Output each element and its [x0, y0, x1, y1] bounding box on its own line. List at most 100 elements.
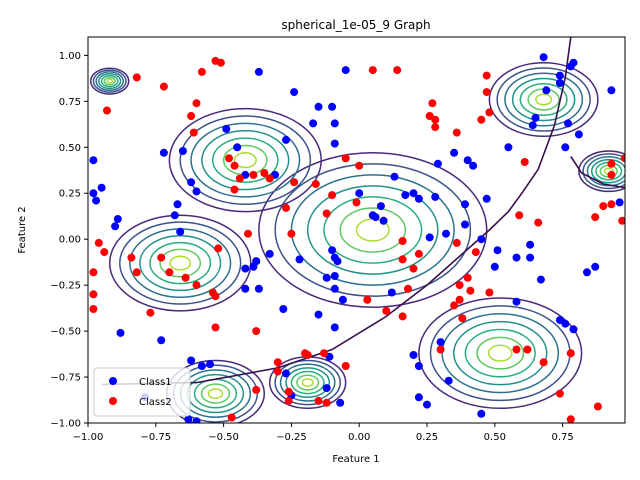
contour-ring: [212, 137, 279, 183]
contour-ring: [452, 320, 548, 386]
y-tick-label: 0.00: [59, 235, 81, 246]
y-axis-ticks: −1.00 −0.75 −0.50 −0.25 0.00 0.25 0.50 0.75 1.00: [50, 51, 88, 430]
point-class1: [314, 310, 323, 319]
point-class2: [341, 362, 350, 370]
point-class1: [116, 328, 125, 337]
point-class2: [607, 200, 616, 209]
point-class2: [566, 349, 575, 358]
point-class1: [157, 336, 166, 345]
point-class2: [520, 158, 529, 166]
point-class1: [379, 216, 388, 225]
decision-boundary-line: [101, 37, 572, 386]
point-class1: [241, 284, 250, 293]
plot-area: [89, 37, 625, 423]
point-class2: [431, 123, 440, 132]
point-class1: [414, 393, 423, 402]
point-class1: [561, 319, 570, 328]
y-tick-label: 1.00: [59, 51, 81, 62]
point-class1: [187, 356, 196, 365]
contour-ring: [290, 370, 325, 395]
point-class1: [615, 198, 624, 207]
point-class2: [282, 203, 290, 212]
point-class1: [89, 189, 98, 198]
legend-box: [93, 367, 191, 417]
point-class1: [252, 257, 261, 266]
point-class1: [241, 264, 250, 273]
point-class1: [583, 268, 591, 277]
point-class1: [555, 71, 564, 80]
point-class1: [330, 272, 339, 280]
contour-ring: [301, 378, 314, 387]
point-class2: [393, 66, 402, 75]
point-class2: [260, 169, 269, 177]
point-class1: [290, 88, 299, 97]
x-tick-label: 0.25: [416, 432, 438, 443]
point-class2: [187, 112, 196, 120]
point-class1: [187, 178, 196, 187]
contour-ring: [296, 374, 320, 391]
point-class1: [526, 240, 535, 249]
point-class2: [290, 178, 299, 187]
x-tick-label: 0.00: [348, 432, 370, 443]
contour-ring: [464, 328, 536, 378]
point-class2: [618, 216, 625, 225]
point-class1: [265, 249, 274, 258]
point-class2: [100, 248, 109, 257]
contour-ring: [168, 107, 322, 213]
point-class2: [471, 248, 480, 257]
point-class1: [176, 227, 185, 236]
point-class1: [371, 213, 380, 222]
point-class2: [211, 292, 220, 301]
point-class1: [254, 284, 263, 293]
point-class1: [555, 79, 564, 87]
point-class2: [515, 211, 524, 220]
point-class1: [111, 222, 120, 231]
point-class2: [414, 249, 423, 258]
contour-ring: [504, 72, 584, 127]
point-class2: [328, 191, 337, 200]
point-class2: [89, 268, 98, 277]
contour-ring: [100, 74, 119, 88]
x-axis-label: Feature 1: [332, 454, 379, 465]
chart-title: spherical_1e-05_9 Graph: [281, 18, 430, 32]
point-class2: [311, 180, 320, 188]
y-tick-label: 0.75: [59, 97, 81, 108]
y-tick-label: −1.00: [50, 419, 81, 430]
point-class2: [555, 389, 564, 398]
point-class1: [309, 119, 318, 128]
point-class2: [363, 295, 372, 304]
contour-ring: [89, 67, 130, 95]
point-class1: [254, 67, 263, 76]
contour-ring: [323, 196, 423, 264]
point-class1: [477, 235, 486, 244]
point-class2: [189, 128, 198, 137]
point-class2: [523, 345, 532, 354]
point-class1: [322, 273, 331, 282]
contour-ring: [578, 150, 625, 193]
y-tick-label: 0.25: [59, 189, 81, 200]
legend-label-class1: Class1: [139, 377, 172, 388]
contour-ring: [279, 363, 336, 402]
point-class2: [197, 67, 206, 76]
point-class1: [409, 351, 418, 359]
point-class2: [252, 327, 261, 336]
point-class1: [504, 143, 513, 152]
contour-ring: [582, 153, 625, 190]
point-class1: [376, 202, 385, 211]
x-axis-ticks: −1.00 −0.75 −0.50 −0.25 0.00 0.25 0.50 0.75: [73, 423, 574, 443]
plot-frame: [87, 36, 626, 424]
contour-ring: [274, 359, 341, 406]
point-class2: [265, 174, 274, 183]
point-class1: [279, 305, 288, 313]
contour-ring: [159, 248, 202, 278]
contour-ring: [201, 129, 290, 191]
point-class2: [409, 264, 418, 273]
point-class1: [328, 102, 337, 111]
point-class2: [89, 305, 98, 313]
point-class1: [512, 253, 521, 262]
y-tick-label: −0.25: [50, 281, 81, 292]
point-class2: [482, 71, 491, 80]
point-class2: [607, 159, 616, 168]
point-class2: [322, 398, 331, 407]
contour-ring: [179, 115, 312, 206]
